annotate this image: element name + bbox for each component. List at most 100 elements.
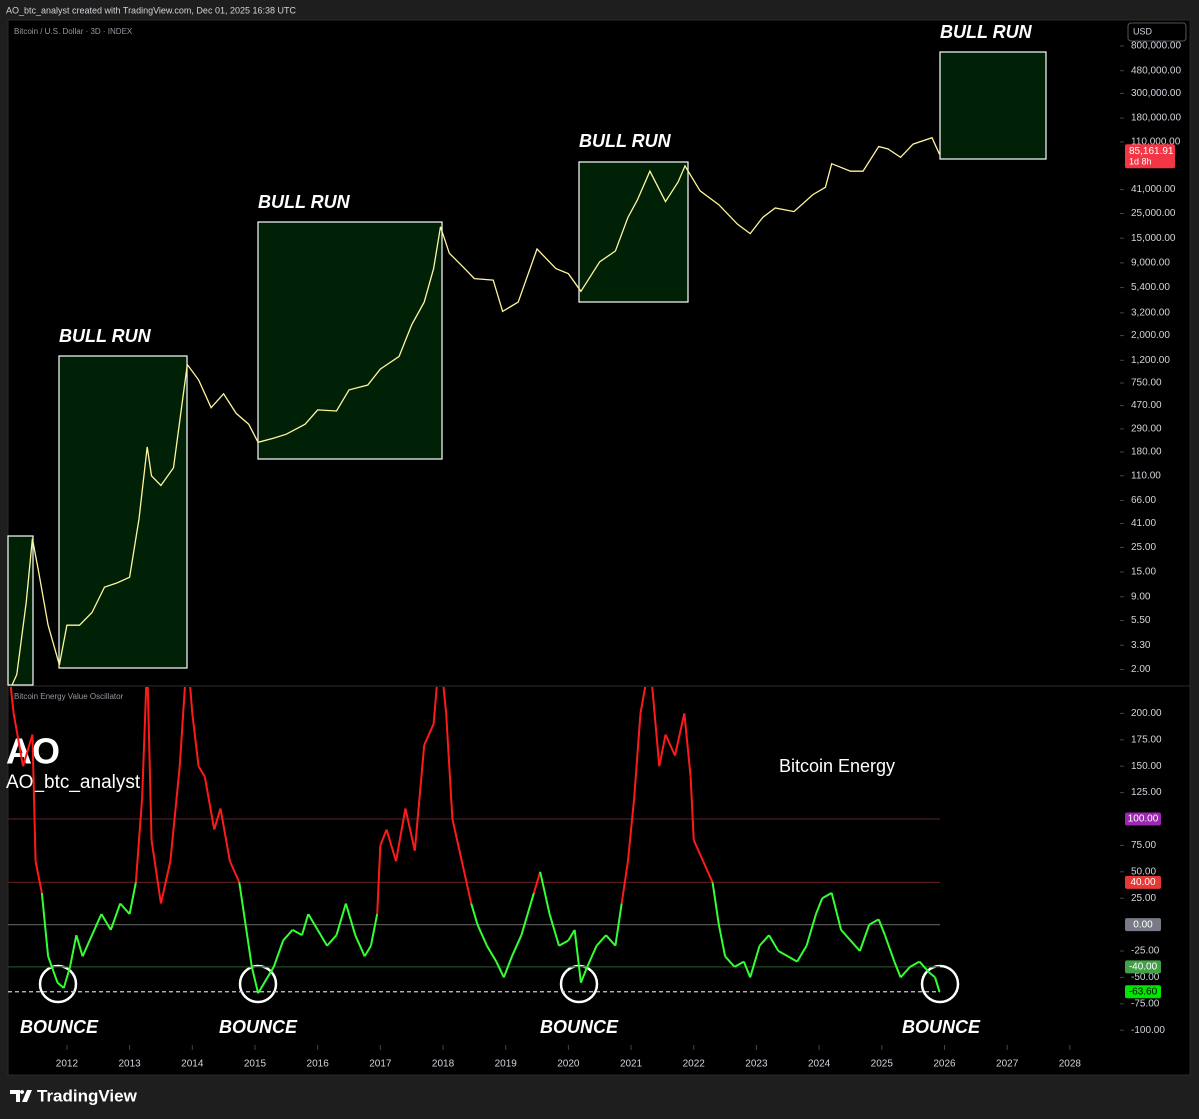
- oscillator-segment: [893, 961, 902, 978]
- x-tick-label: 2018: [432, 1059, 455, 1070]
- level-badge: [1125, 875, 1161, 889]
- oscillator-segment: [586, 945, 598, 968]
- oscillator-segment: [119, 902, 131, 915]
- oscillator-segment: [909, 960, 920, 968]
- x-tick-label: 2022: [683, 1059, 706, 1070]
- oscillator-segment: [423, 723, 435, 746]
- oscillator-segment: [178, 687, 186, 767]
- currency[interactable]: USD: [1133, 26, 1153, 36]
- box: [939, 51, 1047, 160]
- oscillator-segment: [326, 934, 338, 947]
- level-label: 40.00: [1130, 877, 1155, 888]
- price-line: [11, 136, 941, 685]
- box: [7, 535, 34, 686]
- oscillator-segment: [651, 687, 661, 767]
- oscillator-segment: [316, 929, 328, 947]
- y-tick-label: 175.00: [1131, 734, 1162, 745]
- oscillator-segment: [40, 892, 50, 957]
- x-tick-label: 2028: [1059, 1059, 1082, 1070]
- oscillator-segment: [567, 929, 576, 941]
- x-tick-label: 2027: [996, 1059, 1019, 1070]
- oscillator-segment: [579, 966, 589, 984]
- y-tick-label: 750.00: [1131, 378, 1162, 389]
- oscillator-segment: [432, 687, 438, 725]
- y-tick-label: 180,000.00: [1131, 113, 1181, 124]
- oscillator-segment: [724, 955, 736, 968]
- oscillator-segment: [539, 871, 551, 915]
- level-badge: [1125, 812, 1161, 826]
- oscillator-segment: [868, 918, 880, 926]
- y-tick-label: 470.00: [1131, 400, 1162, 411]
- y-tick-label: 15,000.00: [1131, 233, 1176, 244]
- oscillator-segment: [404, 808, 416, 851]
- y-tick-label: 50.00: [1131, 866, 1156, 877]
- y-tick-label: 25,000.00: [1131, 208, 1176, 219]
- oscillator-segment: [238, 882, 247, 925]
- oscillator-segment: [395, 808, 407, 862]
- x-tick-label: 2026: [933, 1059, 956, 1070]
- x-tick-label: 2025: [871, 1059, 894, 1070]
- oscillator-segment: [81, 934, 93, 957]
- oscillator-segment: [805, 913, 817, 947]
- oscillator-segment: [711, 882, 720, 925]
- annotation: BOUNCE: [902, 1017, 981, 1037]
- oscillator-segment: [548, 913, 560, 947]
- y-tick-label: 480,000.00: [1131, 65, 1181, 76]
- oscillator-segment: [363, 945, 372, 957]
- annotation: BOUNCE: [540, 1017, 619, 1037]
- y-tick-label: 110.00: [1131, 470, 1161, 481]
- y-tick-label: 1,200.00: [1131, 355, 1170, 366]
- y-tick-label: 5.50: [1131, 615, 1151, 626]
- oscillator-segment: [689, 776, 695, 841]
- oscillator-segment: [928, 971, 936, 979]
- oscillator-segment: [742, 961, 752, 978]
- oscillator-segment: [460, 861, 473, 904]
- oscillator-segment: [379, 829, 388, 846]
- price-title: Bitcoin / U.S. Dollar · 3D · INDEX: [14, 27, 133, 36]
- y-tick-label: 41,000.00: [1131, 184, 1176, 195]
- oscillator-segment: [75, 934, 84, 957]
- circle: [38, 964, 78, 1004]
- oscillator-segment: [451, 818, 463, 862]
- annotation: BOUNCE: [20, 1017, 99, 1037]
- y-tick-label: 300,000.00: [1131, 88, 1181, 99]
- oscillator-segment: [605, 934, 617, 947]
- oscillator-segment: [34, 861, 43, 894]
- currency-button[interactable]: [1127, 22, 1187, 42]
- oscillator-segment: [213, 808, 222, 830]
- x-tick-label: 2024: [808, 1059, 831, 1070]
- oscillator-segment: [620, 861, 629, 904]
- level-badge: [1125, 918, 1161, 932]
- oscillator-segment: [134, 797, 144, 883]
- x-tick-label: 2013: [118, 1059, 141, 1070]
- bull-run-boxes: [7, 51, 1047, 686]
- oscillator-segment: [558, 939, 569, 947]
- oscillator-segment: [858, 924, 871, 952]
- oscillator-segment: [292, 929, 303, 937]
- box: [257, 221, 443, 460]
- oscillator-segment: [197, 765, 206, 778]
- oscillator-segment: [768, 934, 780, 952]
- watermark-author: AO_btc_analyst: [6, 772, 141, 793]
- oscillator-segment: [476, 924, 488, 947]
- oscillator-segment: [69, 934, 78, 968]
- oscillator-segment: [486, 945, 498, 963]
- oscillator-segment: [263, 966, 275, 984]
- oscillator-segment: [502, 955, 513, 978]
- y-tick-label: 9,000.00: [1131, 258, 1170, 269]
- oscillator-segment: [282, 929, 294, 942]
- oscillator-segment: [31, 734, 37, 862]
- x-tick-label: 2014: [181, 1059, 204, 1070]
- oscillator-segment: [840, 929, 852, 942]
- x-tick-label: 2017: [369, 1059, 392, 1070]
- header: AO_btc_analyst created with TradingView.…: [6, 5, 296, 15]
- oscillator-segment: [821, 892, 833, 900]
- oscillator-segment: [169, 766, 181, 862]
- y-tick-label: 800,000.00: [1131, 41, 1181, 52]
- circle: [238, 964, 278, 1004]
- oscillator-segment: [203, 776, 216, 830]
- x-tick-label: 2019: [495, 1059, 518, 1070]
- oscillator-segment: [250, 966, 260, 994]
